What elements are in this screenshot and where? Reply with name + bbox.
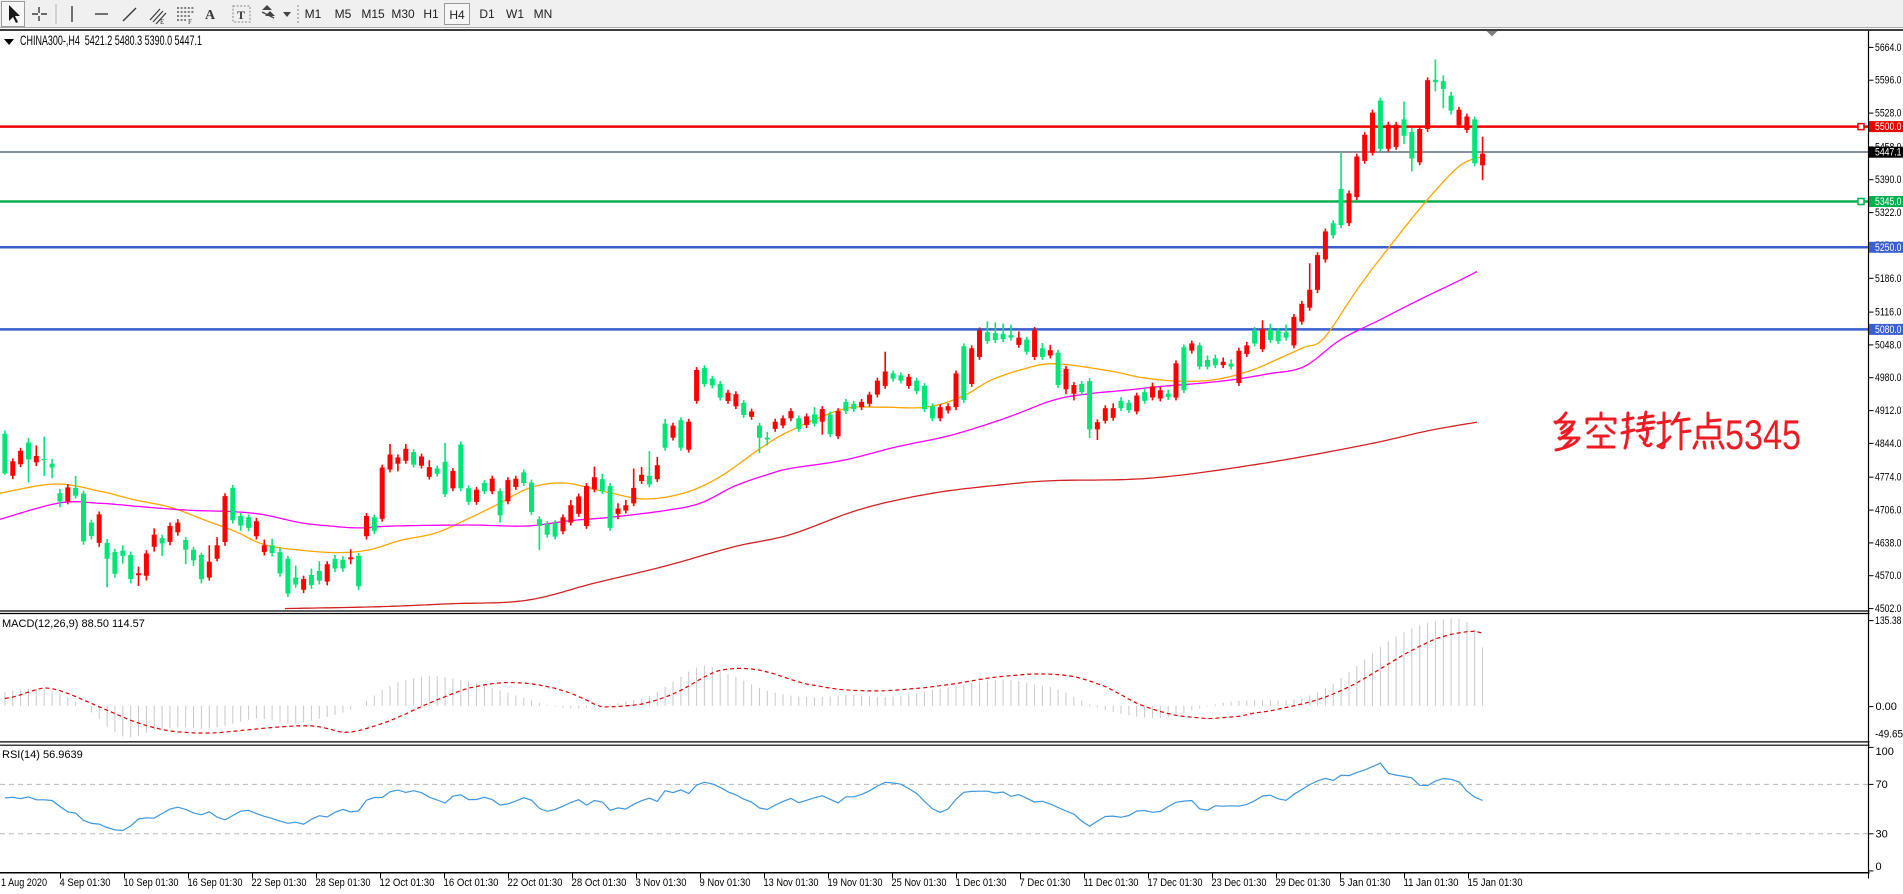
svg-text:4706.0: 4706.0 [1875,505,1902,517]
svg-text:5345.0: 5345.0 [1875,196,1902,208]
svg-text:T: T [237,8,245,22]
svg-text:4774.0: 4774.0 [1875,472,1902,484]
svg-text:5528.0: 5528.0 [1875,108,1902,120]
svg-text:12 Oct 01:30: 12 Oct 01:30 [380,877,435,889]
svg-text:3 Nov 01:30: 3 Nov 01:30 [636,877,687,889]
svg-text:23 Dec 01:30: 23 Dec 01:30 [1212,877,1267,889]
svg-text:5 Jan 01:30: 5 Jan 01:30 [1340,877,1391,889]
svg-text:5447.1: 5447.1 [1875,147,1902,159]
svg-text:28 Oct 01:30: 28 Oct 01:30 [572,877,627,889]
svg-text:7 Dec 01:30: 7 Dec 01:30 [1020,877,1071,889]
svg-text:11 Dec 01:30: 11 Dec 01:30 [1084,877,1139,889]
svg-text:5250.0: 5250.0 [1875,242,1902,254]
svg-text:15 Jan 01:30: 15 Jan 01:30 [1468,877,1523,889]
svg-text:CHINA300-,H4 5421.2 5480.3 53: CHINA300-,H4 5421.2 5480.3 5390.0 5447.1 [20,32,202,48]
svg-text:5390.0: 5390.0 [1875,174,1902,186]
svg-text:22 Sep 01:30: 22 Sep 01:30 [252,877,307,889]
svg-text:29 Dec 01:30: 29 Dec 01:30 [1276,877,1331,889]
svg-text:5048.0: 5048.0 [1875,339,1902,351]
svg-text:16 Sep 01:30: 16 Sep 01:30 [188,877,243,889]
svg-text:19 Nov 01:30: 19 Nov 01:30 [828,877,883,889]
svg-text:5500.0: 5500.0 [1875,121,1902,133]
svg-text:4912.0: 4912.0 [1875,405,1902,417]
svg-text:22 Oct 01:30: 22 Oct 01:30 [508,877,563,889]
svg-text:10 Sep 01:30: 10 Sep 01:30 [124,877,179,889]
svg-text:5322.0: 5322.0 [1875,207,1902,219]
svg-text:-49.65: -49.65 [1875,729,1903,741]
svg-text:4502.0: 4502.0 [1875,603,1902,615]
svg-text:5664.0: 5664.0 [1875,42,1902,54]
svg-text:70: 70 [1876,779,1888,791]
svg-text:30: 30 [1876,828,1888,840]
svg-text:4570.0: 4570.0 [1875,570,1902,582]
svg-text:9 Nov 01:30: 9 Nov 01:30 [700,877,751,889]
svg-text:5345: 5345 [1725,411,1801,458]
svg-text:4638.0: 4638.0 [1875,537,1902,549]
svg-text:17 Dec 01:30: 17 Dec 01:30 [1148,877,1203,889]
svg-text:5186.0: 5186.0 [1875,273,1902,285]
svg-text:5080.0: 5080.0 [1875,324,1902,336]
svg-text:1 Dec 01:30: 1 Dec 01:30 [956,877,1007,889]
svg-text:16 Oct 01:30: 16 Oct 01:30 [444,877,499,889]
svg-text:MACD(12,26,9) 88.50 114.57: MACD(12,26,9) 88.50 114.57 [2,618,145,630]
svg-text:A: A [205,8,216,23]
svg-text:28 Sep 01:30: 28 Sep 01:30 [316,877,371,889]
svg-text:100: 100 [1876,746,1894,758]
svg-text:11 Jan 01:30: 11 Jan 01:30 [1404,877,1459,889]
svg-text:4980.0: 4980.0 [1875,372,1902,384]
svg-text:5116.0: 5116.0 [1875,307,1902,319]
svg-text:F: F [188,18,192,26]
svg-text:0.00: 0.00 [1876,701,1897,713]
svg-text:135.38: 135.38 [1875,615,1902,627]
svg-text:0: 0 [1876,861,1882,873]
svg-text:1 Aug 2020: 1 Aug 2020 [1,877,47,889]
svg-text:RSI(14) 56.9639: RSI(14) 56.9639 [2,749,83,761]
svg-text:E: E [160,18,164,26]
svg-text:5596.0: 5596.0 [1875,75,1902,87]
svg-text:4844.0: 4844.0 [1875,438,1902,450]
svg-text:4 Sep 01:30: 4 Sep 01:30 [60,877,111,889]
svg-text:25 Nov 01:30: 25 Nov 01:30 [892,877,947,889]
svg-text:13 Nov 01:30: 13 Nov 01:30 [764,877,819,889]
